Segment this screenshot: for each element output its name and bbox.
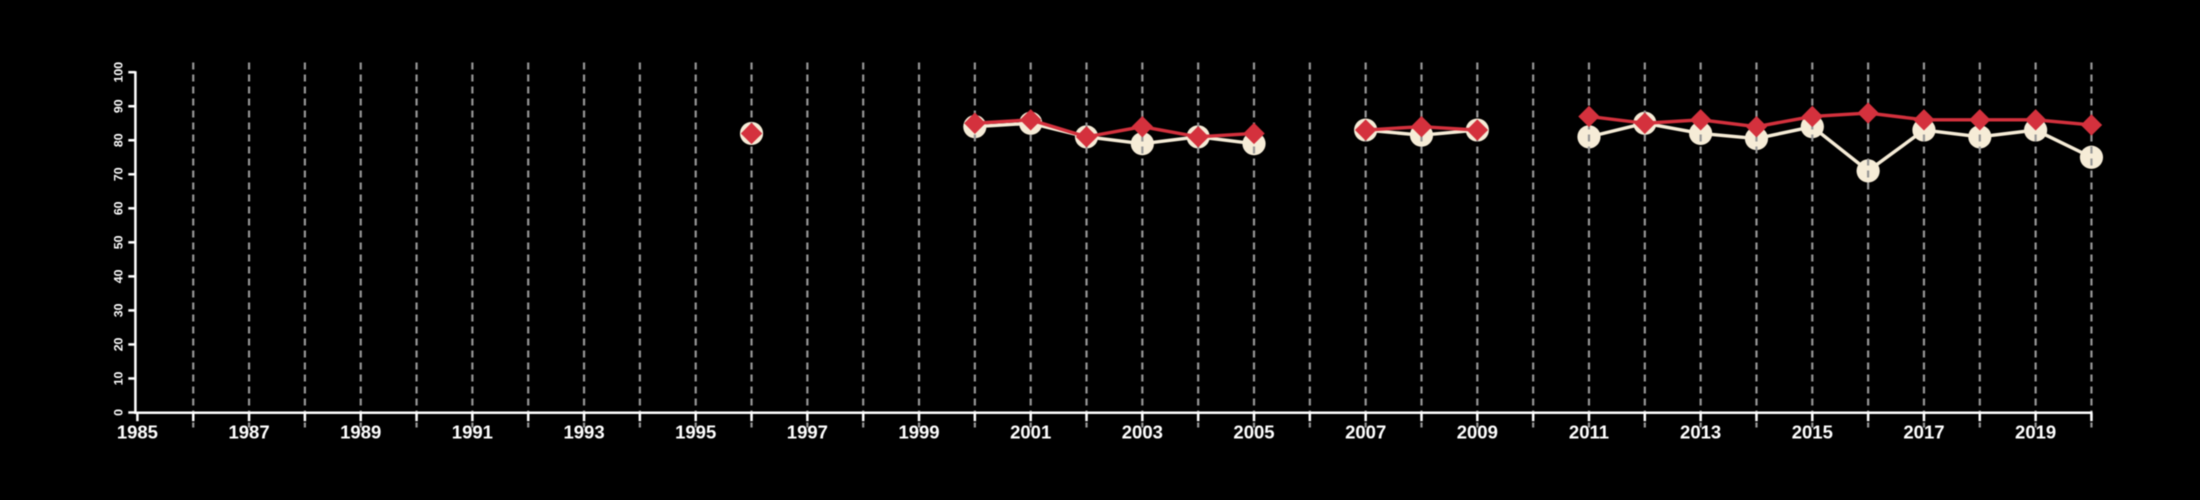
svg-text:2009: 2009 [1457,422,1498,443]
svg-text:1993: 1993 [563,422,604,443]
svg-text:2001: 2001 [1010,422,1051,443]
svg-text:60: 60 [112,201,126,215]
svg-text:10: 10 [112,371,126,385]
svg-text:2011: 2011 [1569,422,1609,443]
svg-text:2017: 2017 [1903,422,1944,443]
svg-text:1991: 1991 [452,422,493,443]
svg-text:0: 0 [112,409,126,416]
svg-text:20: 20 [112,337,126,351]
svg-text:30: 30 [112,303,126,317]
svg-text:2019: 2019 [2015,422,2056,443]
svg-text:80: 80 [112,133,126,147]
svg-text:2005: 2005 [1233,422,1274,443]
svg-text:1997: 1997 [787,422,828,443]
svg-text:1987: 1987 [228,422,269,443]
svg-text:1999: 1999 [898,422,939,443]
svg-text:1995: 1995 [675,422,716,443]
svg-text:70: 70 [112,167,126,181]
svg-text:40: 40 [112,269,126,283]
svg-text:2007: 2007 [1345,422,1386,443]
svg-text:1989: 1989 [340,422,381,443]
svg-text:2013: 2013 [1680,422,1721,443]
svg-text:50: 50 [112,235,126,249]
svg-text:1985: 1985 [117,422,158,443]
svg-text:90: 90 [112,99,126,113]
svg-text:2015: 2015 [1792,422,1833,443]
svg-text:100: 100 [112,62,126,83]
svg-text:2003: 2003 [1122,422,1163,443]
